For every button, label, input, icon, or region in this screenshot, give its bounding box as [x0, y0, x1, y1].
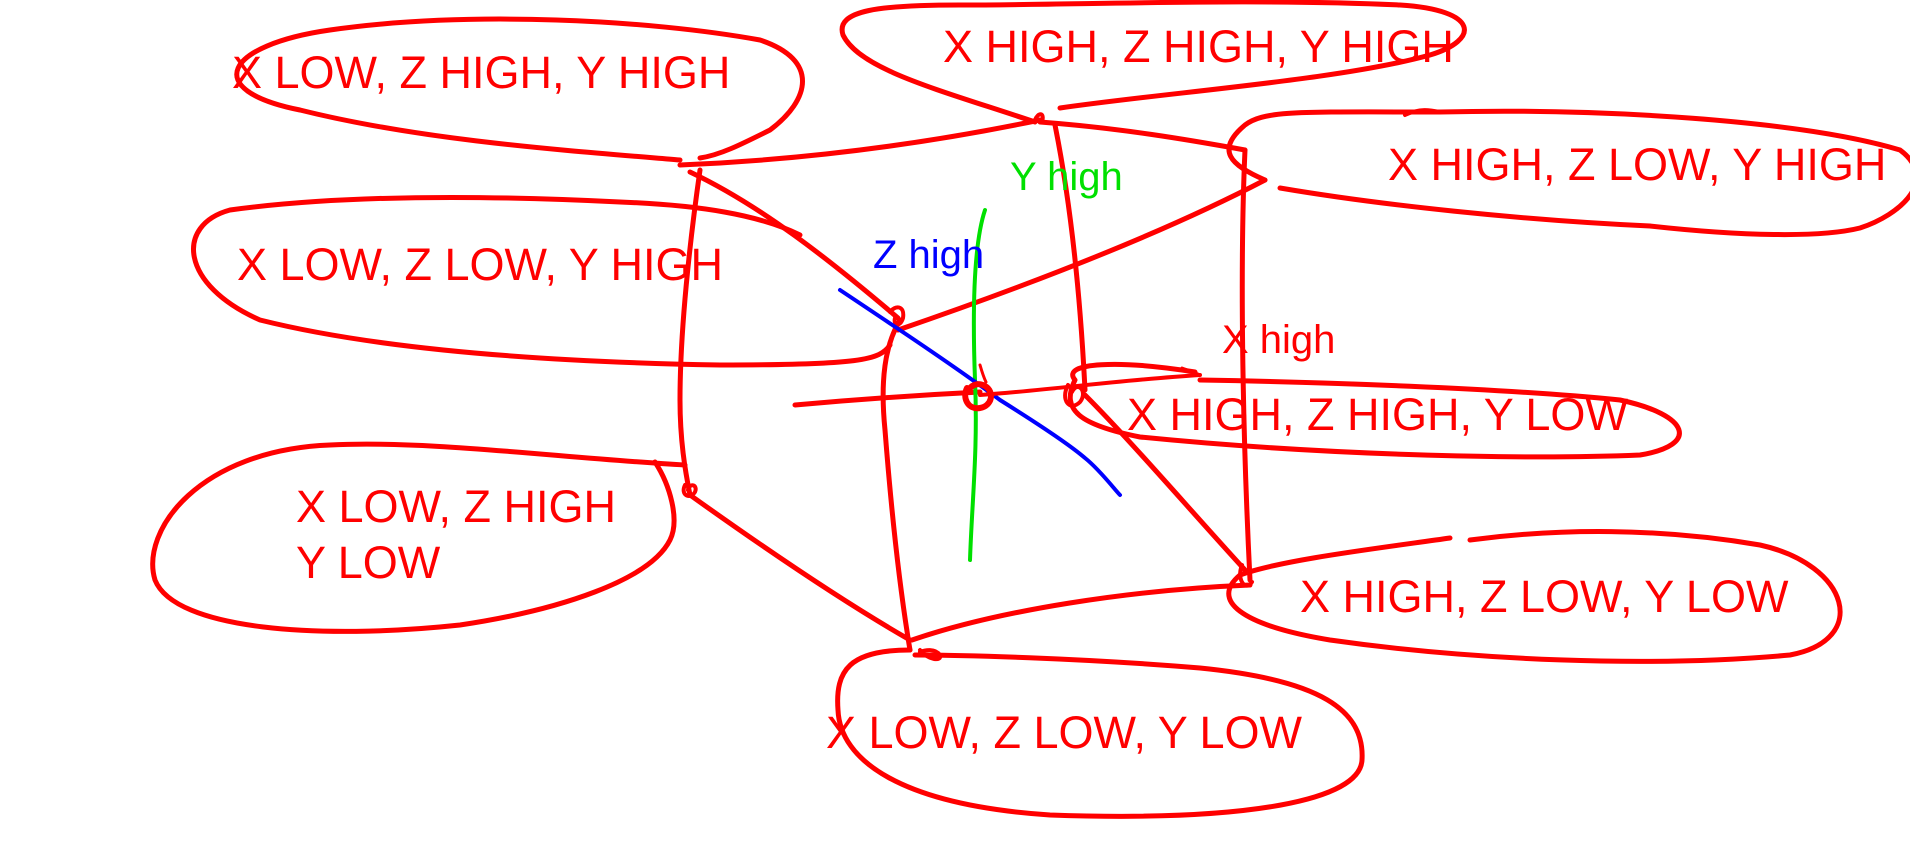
loop-xlow-zlow-yhigh [191, 194, 893, 368]
x-axis-label: X high [1222, 318, 1335, 362]
origin-tick [978, 363, 988, 384]
scribble-right-bottom [1238, 563, 1254, 588]
loop-xlow-zlow-ylow [835, 647, 1365, 819]
label-xlow-zlow-ylow: X LOW, Z LOW, Y LOW [826, 707, 1302, 758]
edge-top-left [687, 169, 901, 321]
axes [838, 208, 1202, 562]
label-xhigh-zhigh-yhigh: X HIGH, Z HIGH, Y HIGH [943, 21, 1454, 72]
edge-bottom-back [1082, 392, 1248, 573]
z-axis-line [838, 288, 1122, 497]
loop-xhigh-zhigh-ylow [1067, 361, 1682, 460]
loop-xlow-zhigh-yhigh [234, 16, 805, 163]
edge-front-right-vertical [1239, 147, 1253, 583]
label-xlow-zhigh-ylow-line1: X LOW, Z HIGH [296, 481, 616, 532]
scribble-top-back [1033, 112, 1045, 124]
scribble-mid-left [681, 483, 698, 498]
scribble-front-left-top [888, 305, 906, 327]
label-xhigh-zlow-ylow: X HIGH, Z LOW, Y LOW [1300, 571, 1789, 622]
label-xhigh-zhigh-ylow: X HIGH, Z HIGH, Y LOW [1127, 389, 1628, 440]
x-axis-arrowhead [1180, 366, 1200, 376]
loop-xhigh-zhigh-yhigh [839, 0, 1467, 125]
loop-stub-top [1403, 108, 1442, 117]
label-xlow-zlow-yhigh: X LOW, Z LOW, Y HIGH [237, 239, 723, 290]
loop-xhigh-zlow-yhigh [1226, 108, 1910, 238]
corner-scribbles [681, 112, 1254, 662]
edge-back-right-vertical [1052, 122, 1088, 393]
cube-edges [677, 117, 1268, 653]
x-axis-line [978, 373, 1202, 397]
edge-bottom-left [687, 492, 913, 643]
edge-top-right [1037, 119, 1248, 153]
edge-hidden-horizontal [792, 389, 983, 408]
z-axis-label: Z high [873, 233, 984, 277]
edge-top-back [677, 117, 1043, 168]
y-axis-label: Y high [1010, 155, 1123, 199]
loop-xlow-zhigh-ylow [150, 441, 688, 634]
label-xlow-zhigh-ylow-line2: Y LOW [296, 537, 441, 588]
edge-left-back-vertical [677, 167, 703, 498]
origin-marker [962, 381, 994, 412]
label-xhigh-zlow-yhigh: X HIGH, Z LOW, Y HIGH [1388, 139, 1886, 190]
edge-bottom-front [909, 582, 1253, 643]
label-xlow-zhigh-yhigh: X LOW, Z HIGH, Y HIGH [232, 47, 730, 98]
scribble-bottom [918, 648, 943, 662]
